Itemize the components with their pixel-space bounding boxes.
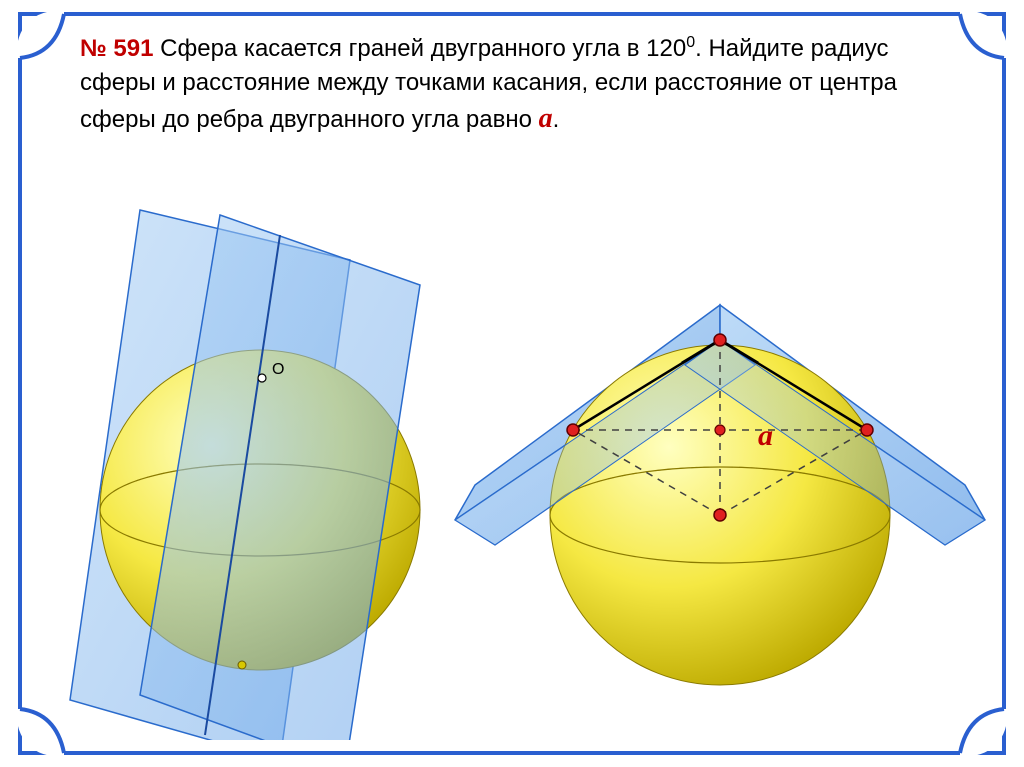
figure-right: a — [455, 305, 985, 685]
sphere-center-left — [258, 374, 266, 382]
problem-number: № 591 — [80, 35, 153, 62]
label-a: a — [758, 419, 773, 452]
text-end: . — [553, 106, 560, 133]
variable-a: a — [539, 103, 553, 134]
center-point-right — [714, 509, 726, 521]
touch-bottom-left — [238, 661, 246, 669]
diagram-area: O — [0, 180, 1024, 740]
problem-text: № 591 Сфера касается граней двугранного … — [80, 32, 950, 138]
text-part1: Сфера касается граней двугранного угла в… — [153, 35, 686, 62]
angle-superscript: 0 — [686, 34, 695, 51]
center-label-o: O — [272, 361, 284, 378]
touch-point-right — [861, 424, 873, 436]
touch-point-left — [567, 424, 579, 436]
chord-mid-point — [715, 425, 725, 435]
apex-point — [714, 334, 726, 346]
figure-left: O — [70, 210, 420, 740]
